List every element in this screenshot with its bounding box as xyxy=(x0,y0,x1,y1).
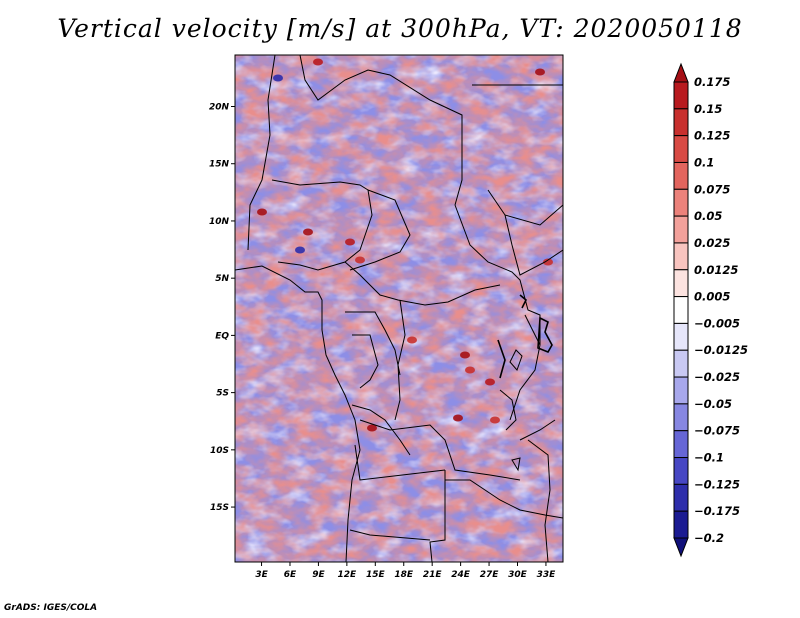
colorbar-label: 0.175 xyxy=(694,75,730,89)
colorbar-label: −0.005 xyxy=(694,316,740,330)
lat-label: 15S xyxy=(210,503,229,513)
country-borders xyxy=(235,55,563,562)
velocity-cell xyxy=(460,351,470,359)
colorbar-swatch xyxy=(673,403,689,432)
lon-label: 21E xyxy=(423,570,443,580)
lat-label: 15N xyxy=(209,160,230,170)
colorbar-swatch xyxy=(673,108,689,137)
velocity-cell xyxy=(257,208,267,216)
colorbar-label: −0.125 xyxy=(694,477,740,491)
velocity-cell xyxy=(295,246,305,254)
lat-label: EQ xyxy=(215,331,229,341)
colorbar-swatch xyxy=(673,135,689,163)
lon-label: 30E xyxy=(508,570,528,580)
velocity-cell xyxy=(407,336,417,344)
colorbar-swatch xyxy=(673,161,689,190)
lon-label: 33E xyxy=(537,570,557,580)
velocity-cell xyxy=(465,366,475,374)
colorbar-label: −0.05 xyxy=(694,397,732,411)
lat-label: 5S xyxy=(216,389,229,399)
colorbar-label: −0.2 xyxy=(694,531,724,545)
colorbar-label: 0.005 xyxy=(694,290,730,304)
lon-label: 18E xyxy=(394,570,414,580)
map-title: Vertical velocity [m/s] at 300hPa, VT: 2… xyxy=(57,14,743,43)
colorbar-swatch xyxy=(673,81,689,110)
colorbar-label: 0.0125 xyxy=(694,263,738,277)
colorbar-label: −0.0125 xyxy=(694,343,748,357)
colorbar-label: −0.1 xyxy=(694,451,724,465)
colorbar-label: 0.025 xyxy=(694,236,730,250)
colorbar-swatch xyxy=(673,483,689,512)
colorbar-label: 0.1 xyxy=(694,155,714,169)
grads-credit: GrADS: IGES/COLA xyxy=(4,603,98,613)
colorbar-swatch xyxy=(673,188,689,217)
lon-label: 3E xyxy=(255,570,268,580)
colorbar-label: 0.05 xyxy=(694,209,722,223)
lat-label: 20N xyxy=(209,103,230,113)
lon-label: 24E xyxy=(451,570,471,580)
longitude-axis: 3E 6E 9E 12E 15E 18E 21E 24E 27E 30E 33E xyxy=(255,562,556,580)
lon-label: 12E xyxy=(338,570,358,580)
colorbar-swatch xyxy=(673,430,689,459)
coastline-details xyxy=(497,294,553,379)
colorbar-bottom-arrow xyxy=(673,537,689,558)
lon-label: 27E xyxy=(480,570,500,580)
velocity-cell xyxy=(490,416,500,424)
colorbar-top-arrow xyxy=(673,62,689,83)
colorbar-label: 0.15 xyxy=(694,102,722,116)
colorbar-label: −0.075 xyxy=(694,424,740,438)
colorbar-label: 0.125 xyxy=(694,129,730,143)
colorbar-swatch xyxy=(673,510,689,539)
colorbar-label: −0.025 xyxy=(694,370,740,384)
colorbar-swatch xyxy=(673,457,689,485)
velocity-cell xyxy=(345,238,355,246)
lat-label: 5N xyxy=(215,274,229,284)
velocity-cell xyxy=(313,58,323,66)
velocity-cell xyxy=(453,414,463,422)
colorbar-legend: 0.175 0.15 0.125 0.1 0.075 0.05 0.025 0.0125 0.0… xyxy=(673,62,748,558)
map-frame xyxy=(234,54,564,563)
velocity-cell xyxy=(367,424,377,432)
colorbar-swatch xyxy=(673,269,689,298)
colorbar-swatch xyxy=(673,349,689,378)
velocity-cell xyxy=(303,228,313,236)
colorbar-swatch xyxy=(673,215,689,244)
velocity-cell xyxy=(535,68,545,76)
lon-label: 6E xyxy=(284,570,297,580)
colorbar-label: −0.175 xyxy=(694,504,740,518)
lat-label: 10N xyxy=(209,217,230,227)
colorbar-swatch xyxy=(673,242,689,271)
velocity-cell xyxy=(485,378,495,386)
colorbar-swatch xyxy=(673,376,689,405)
lon-label: 9E xyxy=(312,570,325,580)
velocity-cell xyxy=(273,74,283,82)
colorbar-swatch xyxy=(673,322,689,351)
lat-label: 10S xyxy=(210,446,229,456)
vertical-velocity-field xyxy=(235,55,563,562)
velocity-cell xyxy=(543,258,553,266)
latitude-axis: 20N 15N 10N 5N EQ 5S 10S 15S xyxy=(209,103,235,513)
colorbar-swatch xyxy=(673,296,689,324)
velocity-cell xyxy=(355,256,365,264)
lon-label: 15E xyxy=(366,570,386,580)
colorbar-label: 0.075 xyxy=(694,182,730,196)
